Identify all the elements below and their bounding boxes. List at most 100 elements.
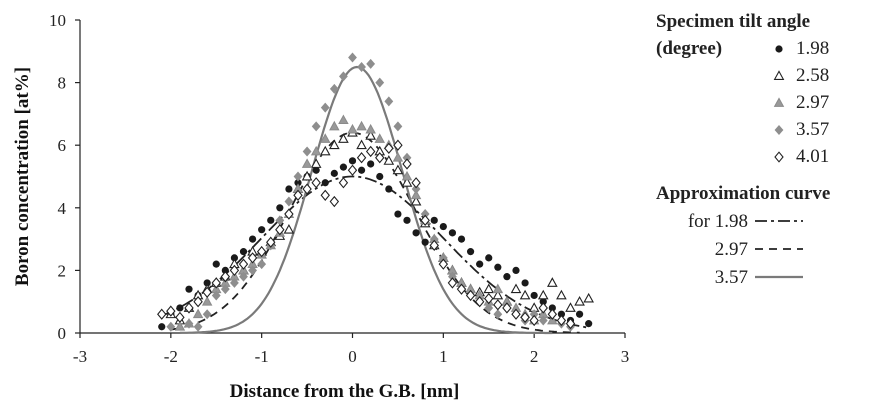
- data-point-1.98: [285, 185, 293, 193]
- data-point-1.98: [394, 210, 402, 218]
- data-point-1.98: [439, 222, 447, 231]
- data-point-3.57: [193, 321, 203, 332]
- data-point-2.58: [319, 145, 331, 156]
- data-point-3.57: [538, 315, 548, 326]
- legend-title: Specimen tilt angle: [656, 11, 811, 32]
- data-point-2.97: [547, 314, 558, 325]
- data-point-4.01: [547, 308, 558, 320]
- data-point-4.01: [393, 139, 403, 151]
- data-point-2.97: [301, 158, 313, 168]
- data-point-4.01: [502, 302, 512, 314]
- data-point-3.57: [411, 184, 421, 195]
- legend-marker-3.57: [774, 124, 784, 135]
- data-point-1.98: [176, 304, 184, 312]
- legend-marker-icon: [768, 96, 790, 110]
- data-point-4.01: [238, 258, 249, 270]
- data-point-4.01: [447, 277, 458, 289]
- data-point-3.57: [202, 309, 212, 320]
- data-point-2.58: [492, 289, 504, 300]
- data-point-3.57: [384, 96, 394, 107]
- data-point-2.97: [338, 114, 349, 125]
- data-point-1.98: [376, 172, 384, 181]
- data-point-2.58: [392, 164, 404, 175]
- data-point-3.57: [184, 318, 194, 329]
- data-point-4.01: [511, 308, 521, 320]
- data-point-4.01: [474, 296, 485, 308]
- data-point-3.57: [302, 146, 312, 157]
- legend-curve-label: 3.57: [714, 266, 748, 288]
- data-point-4.01: [220, 271, 231, 283]
- data-point-1.98: [158, 323, 166, 331]
- legend-marker-2.58: [773, 69, 785, 80]
- data-point-4.01: [193, 296, 203, 308]
- data-point-2.97: [320, 133, 331, 143]
- y-tick-label: 0: [58, 324, 67, 343]
- legend-entry-2.58: 2.58: [768, 62, 870, 89]
- legend: Specimen tilt angle (degree) 1.98 2.58 2.9…: [656, 8, 870, 291]
- data-point-1.98: [539, 298, 547, 306]
- axes: -3 -2 -1 0 1 2 3 0 2 4 6 8 10: [49, 11, 629, 366]
- data-point-2.58: [283, 223, 295, 234]
- legend-entry-3.57: 3.57: [768, 116, 870, 143]
- data-point-2.58: [301, 170, 313, 181]
- legend-marker-icon: [768, 123, 790, 137]
- data-point-4.01: [375, 152, 385, 164]
- data-point-1.98: [348, 157, 357, 165]
- data-point-3.57: [211, 290, 221, 301]
- data-point-2.97: [392, 152, 404, 162]
- legend-line-icon: [755, 275, 803, 279]
- data-point-1.98: [530, 291, 538, 300]
- data-point-2.97: [201, 296, 213, 306]
- data-point-4.01: [284, 208, 294, 220]
- legend-title-units: (degree): [656, 38, 723, 59]
- data-point-3.57: [493, 309, 503, 320]
- legend-marker-2.97: [773, 96, 785, 107]
- data-point-4.01: [429, 239, 439, 252]
- data-point-1.98: [357, 166, 366, 174]
- data-point-4.01: [229, 264, 240, 277]
- data-point-2.58: [537, 289, 549, 300]
- data-point-3.57: [320, 102, 330, 113]
- data-point-4.01: [275, 224, 285, 236]
- data-point-3.57: [529, 309, 539, 320]
- data-point-3.57: [366, 58, 376, 69]
- approximation-curve-solid: [179, 65, 553, 335]
- data-point-1.98: [448, 229, 457, 237]
- data-point-3.57: [402, 152, 412, 163]
- data-point-4.01: [266, 236, 276, 248]
- x-tick-label: 3: [621, 347, 630, 366]
- x-tick-label: -3: [73, 347, 87, 366]
- boron-profile-chart: -3 -2 -1 0 1 2 3 0 2 4 6 8 10 Distance from the G.B.…: [12, 11, 629, 402]
- data-point-2.97: [310, 145, 322, 156]
- y-axis-label: Boron concentration [at%]: [12, 67, 33, 286]
- legend-curve-2.97: 2.97: [656, 235, 870, 263]
- data-point-4.01: [247, 252, 258, 264]
- data-point-1.98: [330, 169, 338, 177]
- y-tick-label: 10: [49, 11, 66, 30]
- data-point-1.98: [548, 304, 556, 312]
- data-point-1.98: [185, 285, 193, 293]
- data-point-1.98: [267, 216, 275, 224]
- data-point-1.98: [412, 229, 420, 237]
- data-point-2.97: [374, 133, 385, 143]
- data-point-4.01: [157, 308, 167, 320]
- data-point-3.57: [311, 121, 321, 132]
- legend-line-icon: [755, 220, 803, 222]
- data-point-4.01: [347, 164, 358, 176]
- x-axis-label: Distance from the G.B. [nm]: [230, 381, 460, 402]
- legend-marker-icon: [768, 150, 790, 164]
- legend-series-list: 1.98 2.58 2.97 3.57 4.01: [768, 35, 870, 170]
- x-tick-label: 1: [439, 347, 448, 366]
- x-tick-label: -2: [164, 347, 178, 366]
- x-tick-label: -1: [255, 347, 269, 366]
- data-point-2.58: [401, 177, 413, 187]
- data-point-4.01: [538, 302, 548, 314]
- data-point-1.98: [339, 163, 348, 171]
- data-point-4.01: [465, 289, 476, 302]
- data-point-4.01: [384, 142, 394, 154]
- data-point-2.58: [338, 133, 349, 143]
- legend-curve-3.57: 3.57: [656, 263, 870, 291]
- data-point-4.01: [493, 299, 503, 311]
- data-point-2.58: [365, 130, 376, 140]
- data-point-1.98: [248, 235, 257, 243]
